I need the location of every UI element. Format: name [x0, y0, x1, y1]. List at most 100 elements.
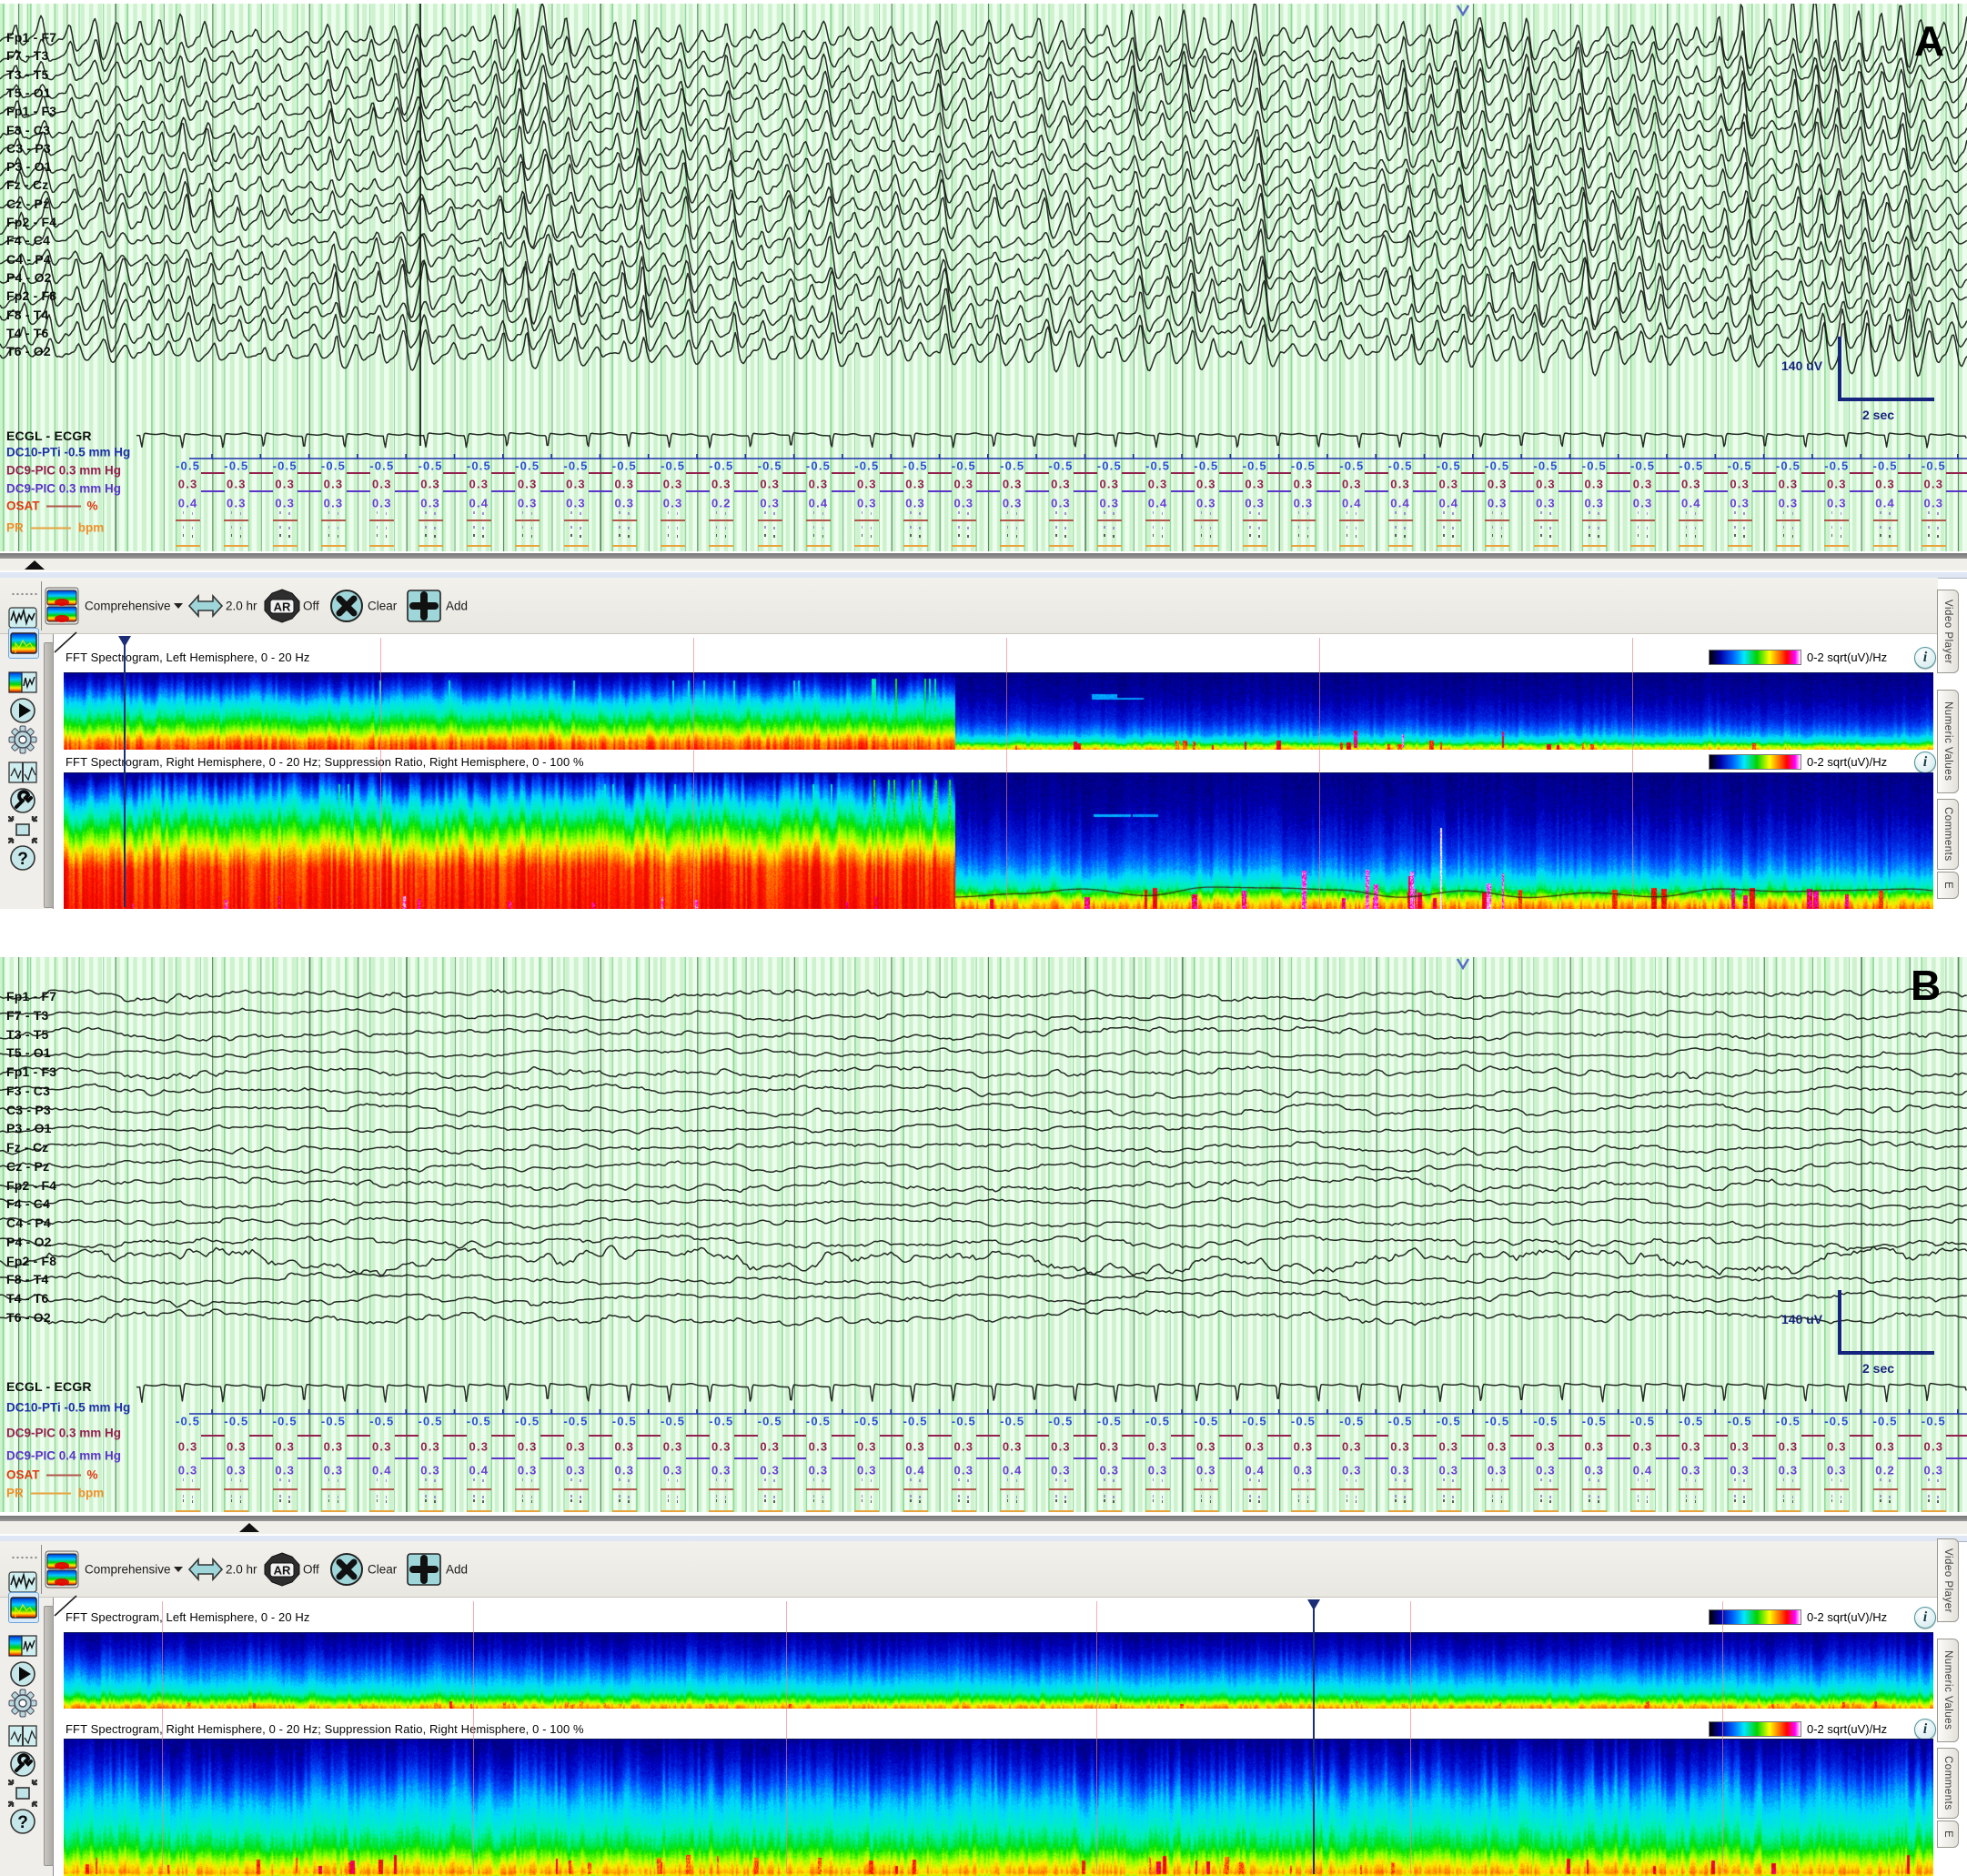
trend-gridline-a-0 [380, 638, 381, 907]
left-toolbar-spectrogram-icon-b[interactable] [8, 1592, 39, 1623]
pr-b-tick [1928, 1499, 1930, 1502]
side-tab-e-b[interactable]: E [1937, 1821, 1959, 1848]
left-toolbar-gear-icon-a[interactable] [8, 724, 37, 755]
left-toolbar-split-panes-icon-a[interactable] [8, 757, 37, 788]
dc9b-a-value: 0.3 [1632, 496, 1653, 510]
pr-b-dash [1242, 1510, 1267, 1512]
left-toolbar-gear-icon-b[interactable] [8, 1688, 37, 1719]
side-tab-e-a[interactable]: E [1937, 872, 1959, 899]
trend-cursor-b[interactable] [1313, 1599, 1315, 1874]
eeg-grid-a[interactable] [0, 4, 1967, 551]
artifact-reduction-icon-b[interactable]: AR [264, 1552, 300, 1587]
osat-b-dash [1727, 1488, 1752, 1490]
left-toolbar-split-panes-icon-b[interactable] [8, 1720, 37, 1751]
dc9b-a-dash [1946, 490, 1967, 492]
artifact-reduction-icon-a[interactable]: AR [264, 589, 300, 623]
drag-handle-dots-b[interactable] [11, 1556, 38, 1559]
spectrogram-canvas-a-2[interactable] [64, 772, 1933, 909]
artifact-reduction-state-b[interactable]: Off [303, 1562, 319, 1577]
info-icon-b-1[interactable]: i [1914, 1607, 1936, 1629]
trend-gridline-b-4 [1410, 1601, 1411, 1874]
info-icon-a-2[interactable]: i [1914, 751, 1936, 773]
left-toolbar-expand-icon-b[interactable] [8, 1778, 37, 1809]
trend-cursor-marker-b[interactable] [1307, 1599, 1320, 1610]
add-button-icon-b[interactable] [407, 1553, 441, 1586]
left-toolbar-play-icon-a[interactable] [8, 695, 37, 726]
add-button-icon-a[interactable] [407, 590, 441, 622]
dc9b-b-tick [337, 1479, 338, 1482]
info-icon-a-1[interactable]: i [1914, 647, 1936, 669]
side-tab-comments-b[interactable]: Comments [1937, 1748, 1959, 1819]
event-marker-b[interactable] [1456, 958, 1470, 974]
pr-a-dash [272, 545, 298, 547]
left-toolbar-wrench-icon-a[interactable] [8, 785, 37, 816]
trend-cursor-a[interactable] [124, 636, 126, 907]
trend-scrollbar-b[interactable] [44, 1606, 54, 1866]
trend-preset-label-a[interactable]: Comprehensive [85, 599, 171, 613]
side-tab-video-player-b[interactable]: Video Player [1937, 1538, 1959, 1622]
timebase-icon-a[interactable] [187, 591, 224, 620]
side-tab-numeric-values-b[interactable]: Numeric Values [1937, 1639, 1959, 1742]
splitter-collapse-arrow-b[interactable] [239, 1523, 259, 1532]
left-toolbar-eeg-waves-icon-a[interactable] [8, 602, 37, 633]
left-toolbar-wrench-icon-b[interactable] [8, 1749, 37, 1780]
eeg-review-cursor-a[interactable] [419, 4, 421, 446]
side-tab-comments-a[interactable]: Comments [1937, 799, 1959, 870]
dc9a-a-dash [1170, 472, 1195, 474]
timebase-icon-b[interactable] [187, 1555, 224, 1584]
left-toolbar-spectrogram-icon-a[interactable] [8, 628, 39, 659]
clear-button-icon-a[interactable] [329, 589, 364, 623]
side-tab-video-player-a[interactable]: Video Player [1937, 590, 1959, 673]
osat-a-tick [967, 527, 969, 530]
dc9b-b-tick [288, 1479, 290, 1482]
osat-b-tick [530, 1496, 533, 1498]
spectrogram-canvas-a-1[interactable] [64, 672, 1933, 750]
trend-preset-icon-b[interactable] [45, 1550, 79, 1589]
left-toolbar-spectrogram-wave-icon-b[interactable] [8, 1630, 37, 1661]
dc9a-b-value: 0.3 [1245, 1439, 1266, 1454]
timebase-label-a[interactable]: 2.0 hr [226, 599, 257, 613]
dc9b-b-tick [1500, 1479, 1503, 1482]
trend-preset-icon-a[interactable] [45, 587, 79, 625]
left-toolbar-play-icon-b[interactable] [8, 1659, 37, 1689]
timebase-label-b[interactable]: 2.0 hr [226, 1562, 257, 1577]
dc9a-b-value: 0.3 [227, 1439, 247, 1454]
clear-button-label-a[interactable]: Clear [368, 599, 398, 613]
trend-preset-label-b[interactable]: Comprehensive [85, 1562, 171, 1577]
side-tab-numeric-values-a[interactable]: Numeric Values [1937, 690, 1959, 793]
pr-a-dash [757, 545, 782, 547]
osat-a-tick [1549, 527, 1551, 530]
splitter-bar-a[interactable] [0, 553, 1967, 559]
trend-preset-caret-b[interactable] [174, 1567, 183, 1572]
eeg-grid-b[interactable] [0, 957, 1967, 1512]
osat-b-tick [1443, 1495, 1445, 1498]
dc9b-label-a: DC9-PIC 0.3 mm Hg [6, 481, 122, 496]
svg-text:AR: AR [274, 1564, 291, 1578]
dc9a-b-dash [1607, 1435, 1631, 1437]
splitter-collapse-arrow-a[interactable] [25, 560, 45, 570]
add-button-label-b[interactable]: Add [446, 1562, 469, 1577]
artifact-reduction-state-a[interactable]: Off [303, 599, 319, 613]
left-toolbar-help-icon-b[interactable]: ? [8, 1806, 37, 1837]
add-button-label-a[interactable]: Add [446, 599, 469, 613]
trend-cursor-marker-a[interactable] [118, 636, 131, 647]
osat-b-tick [1840, 1496, 1842, 1498]
drag-handle-dots-a[interactable] [11, 592, 38, 596]
left-toolbar-spectrogram-wave-icon-a[interactable] [8, 667, 37, 698]
spectrogram-canvas-b-1[interactable] [64, 1632, 1933, 1709]
event-marker-a[interactable] [1456, 5, 1470, 21]
trend-scrollbar-a[interactable] [44, 642, 54, 908]
left-toolbar-help-icon-a[interactable]: ? [8, 842, 37, 873]
splitter-bar-b[interactable] [0, 1516, 1967, 1521]
spectrogram-canvas-b-2[interactable] [64, 1739, 1933, 1876]
trend-preset-caret-a[interactable] [174, 603, 183, 609]
dc9b-a-dash [1607, 490, 1631, 492]
dc9b-b-tick [676, 1479, 679, 1482]
left-toolbar-expand-icon-a[interactable] [8, 814, 37, 845]
clear-button-icon-b[interactable] [329, 1552, 364, 1587]
toolbar-divider-b [41, 1545, 42, 1594]
info-icon-b-2[interactable]: i [1914, 1719, 1936, 1740]
dc9b-b-tick [1209, 1479, 1212, 1482]
dc9a-b-value: 0.3 [856, 1439, 877, 1454]
clear-button-label-b[interactable]: Clear [368, 1562, 398, 1577]
